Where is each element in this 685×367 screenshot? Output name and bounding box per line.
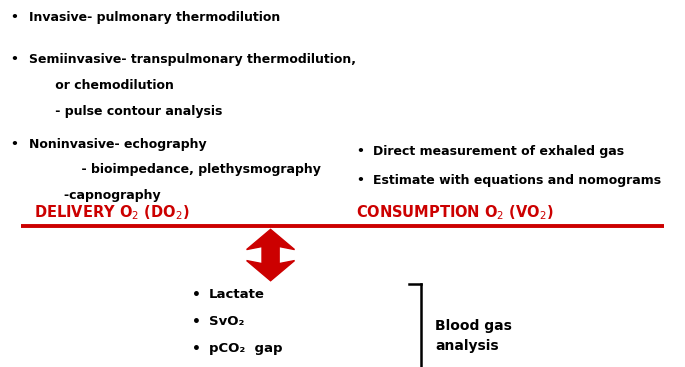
Text: CONSUMPTION O$_2$ (VO$_2$): CONSUMPTION O$_2$ (VO$_2$) [356, 203, 554, 222]
Text: •: • [192, 342, 201, 356]
Text: Semiinvasive- transpulmonary thermodilution,: Semiinvasive- transpulmonary thermodilut… [29, 53, 356, 66]
Text: •: • [356, 174, 364, 187]
FancyArrow shape [247, 229, 295, 270]
Text: Lactate: Lactate [209, 288, 265, 301]
FancyArrow shape [247, 261, 295, 281]
Text: •: • [10, 11, 18, 24]
Text: •: • [192, 315, 201, 329]
Text: Estimate with equations and nomograms: Estimate with equations and nomograms [373, 174, 662, 187]
Text: Invasive- pulmonary thermodilution: Invasive- pulmonary thermodilution [29, 11, 280, 24]
Text: Noninvasive- echography: Noninvasive- echography [29, 138, 206, 150]
Text: •: • [10, 138, 18, 150]
Text: -capnography: -capnography [29, 189, 160, 202]
Text: or chemodilution: or chemodilution [29, 79, 173, 92]
Text: SvO₂: SvO₂ [209, 315, 245, 328]
Text: pCO₂  gap: pCO₂ gap [209, 342, 282, 355]
Text: DELIVERY O$_2$ (DO$_2$): DELIVERY O$_2$ (DO$_2$) [34, 203, 190, 222]
Text: •: • [192, 288, 201, 302]
Text: •: • [10, 53, 18, 66]
Text: Direct measurement of exhaled gas: Direct measurement of exhaled gas [373, 145, 625, 158]
Text: - bioimpedance, plethysmography: - bioimpedance, plethysmography [29, 163, 321, 176]
Text: - pulse contour analysis: - pulse contour analysis [29, 105, 222, 117]
Text: •: • [356, 145, 364, 158]
Text: Blood gas
analysis: Blood gas analysis [435, 319, 512, 353]
